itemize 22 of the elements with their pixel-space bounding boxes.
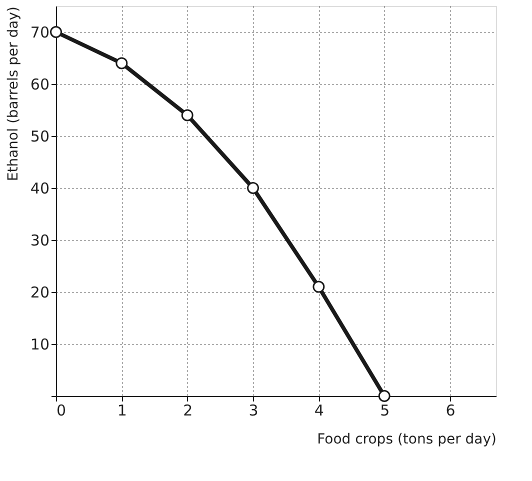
point [116, 57, 128, 70]
point [378, 390, 390, 402]
y-tick-label: 70 [30, 24, 50, 42]
x-tick-label: 0 [56, 402, 66, 420]
x-tick-label: 6 [446, 402, 456, 420]
point [312, 280, 325, 293]
x-tick-label: 2 [183, 402, 193, 420]
y-tick-label: 30 [30, 232, 50, 250]
x-tick-label: 5 [380, 402, 390, 420]
y-tick-label: 50 [30, 128, 50, 146]
y-tick-label: 20 [30, 284, 50, 302]
x-tick-label: 3 [248, 402, 258, 420]
point [181, 109, 194, 122]
y-tick-label: 10 [30, 336, 50, 354]
point [50, 26, 62, 38]
x-axis-title: Food crops (tons per day) [317, 432, 496, 448]
y-tick-label: 60 [30, 76, 50, 94]
y-tick-label: 40 [30, 180, 50, 198]
x-tick-label: 4 [314, 402, 324, 420]
point [247, 182, 260, 194]
x-tick-label: 1 [117, 402, 127, 420]
y-axis-title: Ethanol (barrels per day) [5, 6, 22, 182]
